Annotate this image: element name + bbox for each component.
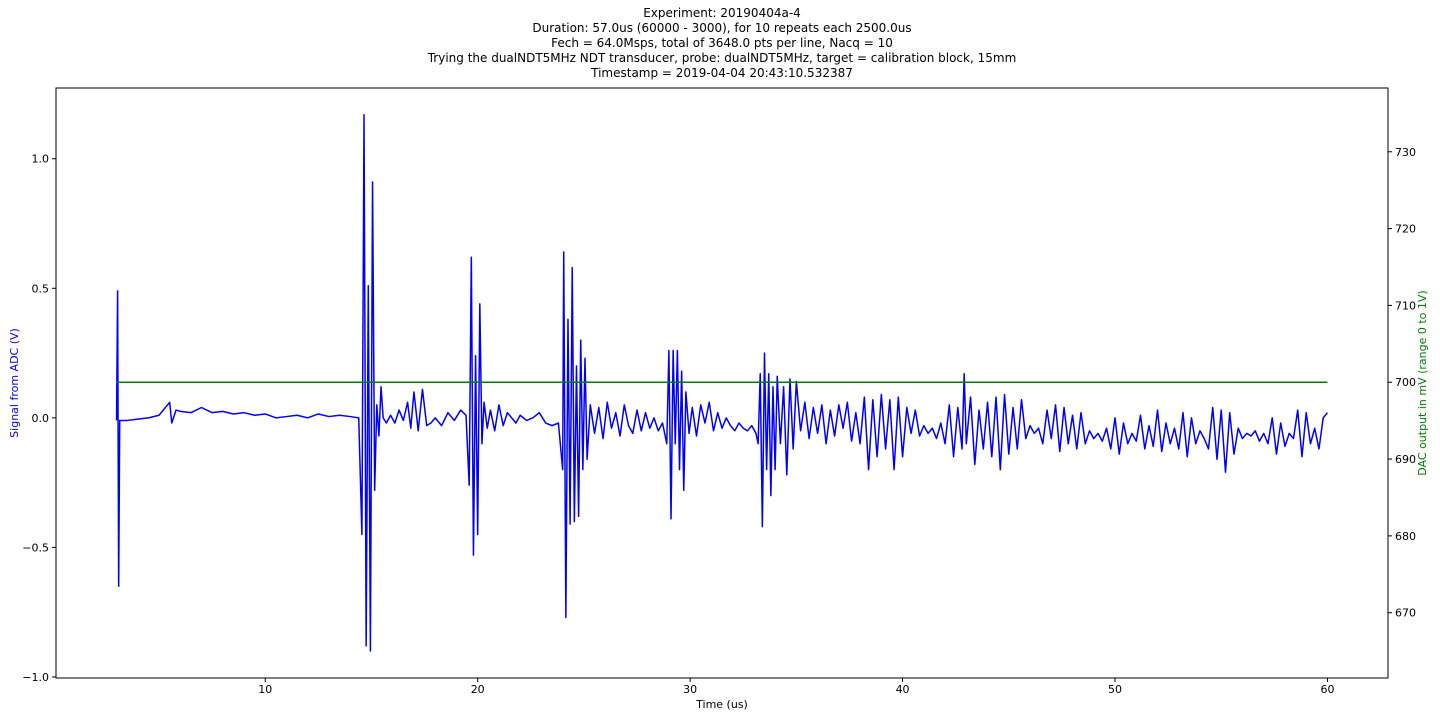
y-tick-label: 0.0 (32, 412, 50, 425)
y2-tick-label: 710 (1395, 299, 1416, 312)
y-tick-label: 0.5 (32, 282, 50, 295)
x-tick-label: 40 (896, 683, 910, 696)
y-tick-label: −1.0 (22, 671, 49, 684)
y2-tick-label: 670 (1395, 607, 1416, 620)
y2-tick-label: 680 (1395, 530, 1416, 543)
plot-frame (55, 87, 1389, 679)
line-series (115, 113, 1329, 652)
title-line: Trying the dualNDT5MHz NDT transducer, p… (427, 51, 1017, 65)
y-axis-label: Signal from ADC (V) (8, 328, 21, 438)
x-tick-label: 30 (683, 683, 697, 696)
y2-tick-label: 730 (1395, 146, 1416, 159)
title-line: Experiment: 20190404a-4 (643, 6, 801, 20)
y-tick-label: 1.0 (32, 153, 50, 166)
x-tick-label: 10 (258, 683, 272, 696)
y2-axis-label: DAC output in mV (range 0 to 1V) (1416, 290, 1429, 475)
y2-tick-label: 700 (1395, 376, 1416, 389)
x-axis-label: Time (us) (695, 698, 748, 711)
title-line: Duration: 57.0us (60000 - 3000), for 10 … (532, 21, 911, 35)
x-tick-label: 50 (1108, 683, 1122, 696)
title-line: Fech = 64.0Msps, total of 3648.0 pts per… (551, 36, 893, 50)
y-tick-label: −0.5 (22, 541, 49, 554)
y2-tick-label: 720 (1395, 223, 1416, 236)
x-tick-label: 20 (471, 683, 485, 696)
title-line: Timestamp = 2019-04-04 20:43:10.532387 (590, 66, 853, 80)
y2-tick-label: 690 (1395, 453, 1416, 466)
x-tick-label: 60 (1320, 683, 1334, 696)
